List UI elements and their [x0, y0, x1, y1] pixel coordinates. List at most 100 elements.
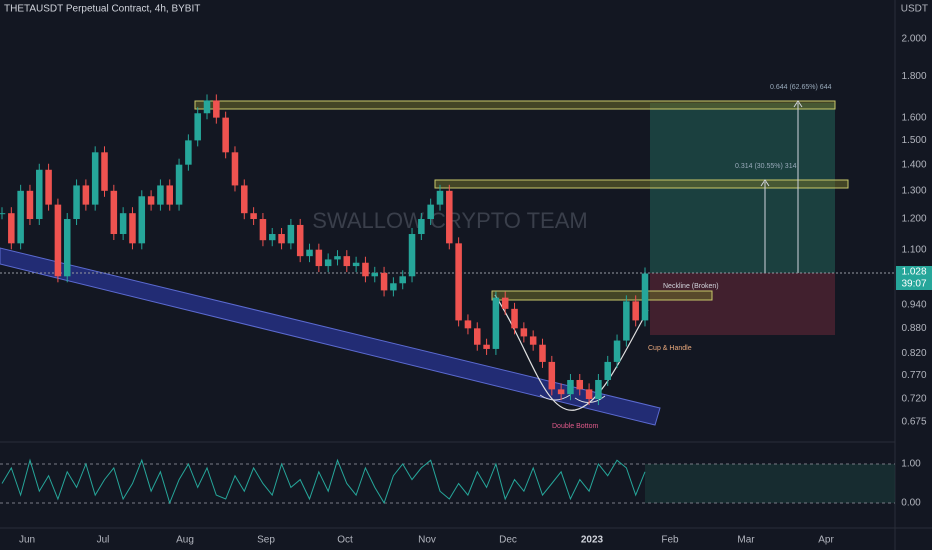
candle [306, 249, 313, 257]
candle [623, 301, 630, 341]
y-tick-label: 1.300 [901, 185, 926, 196]
candle [8, 213, 15, 244]
chart-title: THETAUSDT Perpetual Contract, 4h, BYBIT [4, 4, 200, 15]
candle [343, 256, 351, 267]
candle [91, 152, 99, 205]
y-tick-label: 1.00 [901, 459, 921, 470]
candle [371, 272, 379, 277]
y-tick-label: 1.800 [901, 71, 926, 82]
resistance-zone [194, 100, 836, 110]
x-tick-label: Apr [818, 535, 834, 546]
price-badge [896, 266, 932, 290]
candle [436, 190, 444, 205]
candle [138, 196, 146, 244]
target-label: 0.314 (30.55%) 314 [735, 163, 797, 170]
y-tick-label: 2.000 [901, 34, 926, 45]
candle [446, 190, 453, 244]
candle [222, 117, 229, 153]
candle [334, 256, 341, 260]
candle [604, 361, 611, 380]
candle [427, 204, 434, 220]
candle [315, 249, 323, 267]
candle [464, 320, 472, 329]
x-tick-label: Mar [737, 535, 755, 546]
candle [268, 234, 276, 241]
x-tick-label: Aug [176, 535, 194, 546]
candle [511, 308, 518, 329]
candle [175, 164, 183, 205]
candle [473, 328, 481, 345]
candle [296, 224, 304, 257]
candle [166, 185, 174, 205]
x-tick-label: Jul [97, 535, 110, 546]
y-tick-label: 1.100 [901, 244, 926, 255]
candle [250, 213, 257, 220]
last-price: 1.028 [901, 267, 926, 278]
candle [641, 273, 649, 321]
y-tick-label: 0.820 [901, 348, 926, 359]
candle [259, 219, 267, 241]
y-tick-label: 1.600 [901, 112, 926, 123]
candle [576, 379, 584, 390]
y-tick-label: 0.940 [901, 300, 926, 311]
candle [54, 204, 62, 277]
candle [73, 185, 80, 220]
candle [185, 140, 192, 165]
x-tick-label: Oct [337, 535, 353, 546]
candle [110, 190, 118, 235]
candle [26, 190, 34, 220]
x-tick-label: 2023 [581, 535, 604, 546]
annotation: Neckline (Broken) [663, 283, 719, 290]
candle [501, 297, 509, 309]
candle [101, 152, 108, 191]
candle [632, 301, 639, 321]
candle [399, 276, 406, 284]
candle [455, 243, 462, 321]
candle [278, 234, 285, 244]
cup-curve [494, 294, 649, 411]
candle [157, 185, 164, 205]
y-tick-label: 0.00 [901, 498, 921, 509]
candle [520, 328, 528, 337]
candle [539, 344, 546, 362]
candle [408, 234, 416, 277]
x-tick-label: Jun [19, 535, 35, 546]
candle [129, 213, 136, 244]
candle [324, 259, 332, 267]
candle [380, 272, 388, 291]
candle [362, 262, 369, 277]
x-tick-label: Sep [257, 535, 275, 546]
candle [147, 196, 155, 205]
candle [194, 113, 201, 141]
annotation: Double Bottom [552, 423, 598, 430]
oscillator-line [1, 458, 646, 505]
y-tick-label: 0.675 [901, 416, 926, 427]
candle [585, 389, 593, 400]
x-tick-label: Feb [661, 535, 679, 546]
countdown: 39:07 [901, 279, 926, 290]
descending-channel [0, 247, 661, 426]
y-tick-label: 1.400 [901, 159, 926, 170]
candle [45, 169, 52, 205]
candle [241, 185, 248, 214]
arrow-head [760, 100, 803, 187]
candle [287, 224, 295, 244]
candle [613, 340, 621, 362]
double-bottom-curve [539, 394, 606, 403]
target-label: 0.644 (62.65%) 644 [770, 84, 832, 91]
candle [483, 344, 490, 349]
candle [529, 336, 537, 345]
candle [557, 389, 565, 395]
annotation: Cup & Handle [648, 345, 692, 352]
candle [82, 185, 90, 205]
resistance-zone [434, 179, 849, 189]
y-tick-label: 0.720 [901, 394, 926, 405]
candle [352, 262, 360, 267]
currency: USDT [901, 4, 928, 15]
y-tick-label: 1.500 [901, 135, 926, 146]
x-tick-label: Nov [418, 535, 436, 546]
candle [213, 100, 220, 118]
y-tick-label: 0.770 [901, 370, 926, 381]
